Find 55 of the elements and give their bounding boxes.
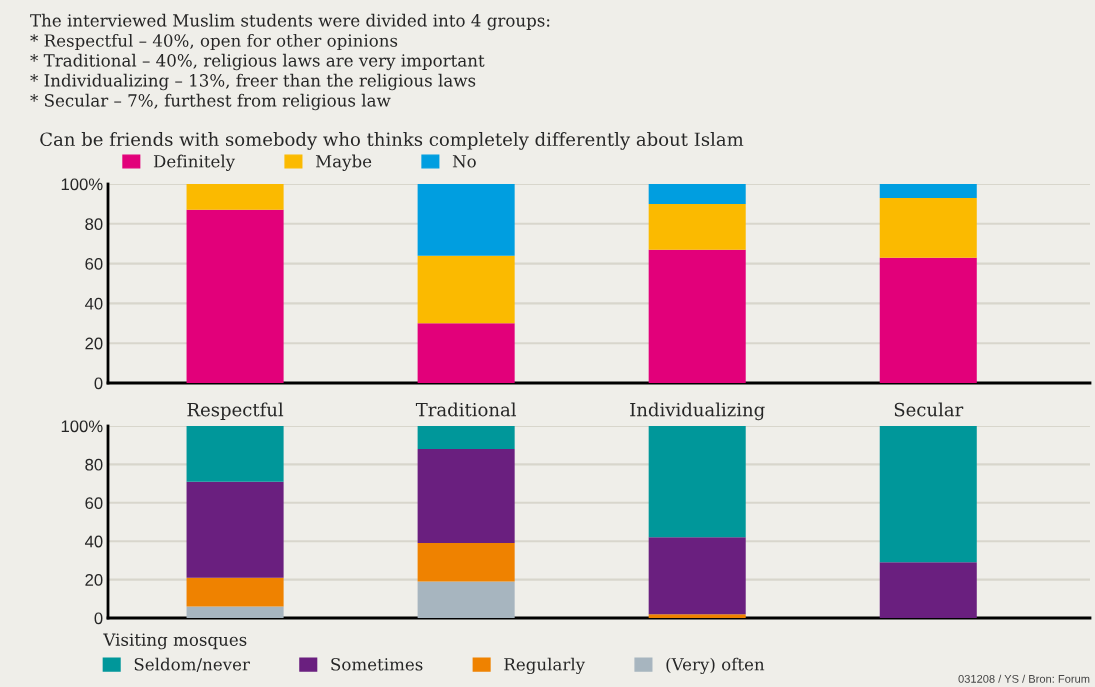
legend-label: Regularly [504,657,586,675]
legend-label: Seldom/never [134,657,250,672]
bar [186,184,284,210]
text: * Secular – 7%, furthest from religious law [30,93,391,111]
bar [417,255,515,324]
bar [648,184,746,204]
legend-label: No [452,155,476,168]
y-tick-label: 100% [61,420,103,433]
bar [879,257,977,383]
legend-label: Sometimes [331,657,423,671]
text: * Individualizing – 13%, freer than the religious laws [30,73,476,91]
bar [879,562,977,618]
legend-title: Visiting mosques [103,633,247,650]
bar [879,197,977,258]
y-tick-label: 60 [85,258,103,270]
bar [648,249,746,383]
text: * Respectful – 40%, open for other opinions [30,33,398,51]
y-tick-label: 40 [84,297,103,310]
bar [186,426,284,482]
x-tick-label: Traditional [415,402,517,417]
bar [186,209,284,383]
y-tick-label: 60 [85,497,103,509]
bar [648,203,746,250]
bar [417,581,515,618]
y-tick-label: 80 [85,458,103,471]
bar [417,184,515,256]
legend-label: Maybe [315,154,372,171]
y-tick-label: 20 [85,574,103,586]
legend-label: (Very) often [666,657,765,675]
chart-title: Can be friends with somebody who thinks completely differently about Islam [40,132,744,150]
bar [417,543,515,582]
bar [186,606,284,618]
bar [186,481,284,578]
bar [648,426,746,538]
bar [417,449,515,544]
bar [648,537,746,615]
text: * Traditional – 40%, religious laws are very important [30,53,485,71]
bar [879,426,977,563]
bar [417,426,515,450]
text: 031208 / YS / Bron: Forum [958,674,1090,683]
legend-label: Definitely [153,154,236,171]
y-tick-label: 40 [84,535,103,548]
y-tick-label: 0 [94,612,103,625]
x-tick-label: Individualizing [630,402,765,421]
bar [186,577,284,607]
x-tick-label: Respectful [187,402,284,420]
y-tick-label: 0 [94,377,103,390]
y-tick-label: 100% [61,178,103,191]
bar [417,323,515,383]
text: The interviewed Muslim students were divided into 4 groups: [30,13,550,31]
bar [648,614,746,618]
y-tick-label: 20 [85,337,103,350]
bar [879,184,977,198]
y-tick-label: 80 [85,218,103,230]
x-tick-label: Secular [894,402,964,417]
